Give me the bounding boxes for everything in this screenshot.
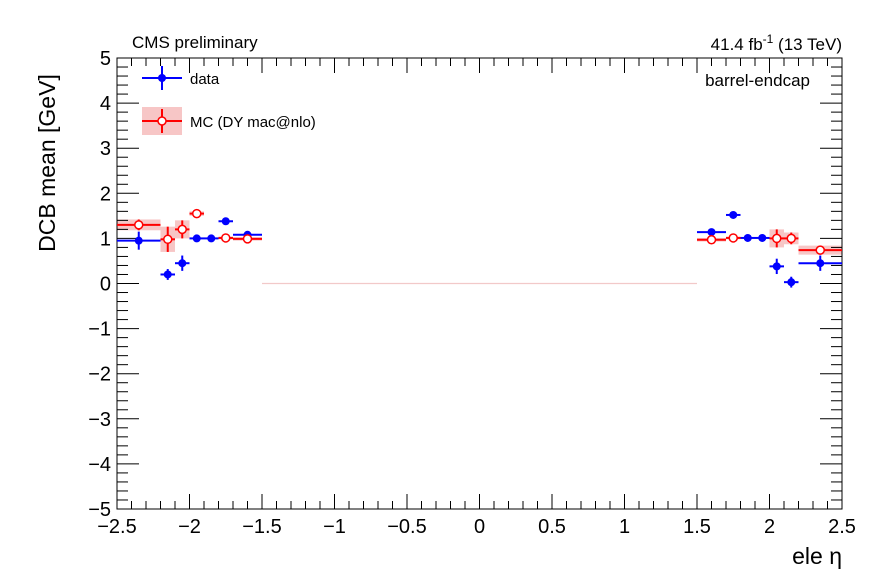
plot-layer: −2.5 −2 −1.5 −1 −0.5 0 0.5 1 1.5 2 2.5 −5 −4 −3 −2 −1 0 1… [88,48,856,538]
x-axis-title: ele η [792,543,842,569]
legend-label-data: data [190,71,220,88]
y-tick-label-3: −2 [88,364,111,386]
mc-point-8 [772,233,782,244]
data-point-8 [729,210,738,219]
legend-marker-mc [142,107,182,135]
mc-point-10 [815,245,825,255]
data-point-2 [178,259,187,268]
data-point-1 [163,270,172,279]
data-point-5 [221,217,230,226]
lumi-exponent: -1 [763,32,774,46]
x-tick-label-6: 0.5 [538,516,566,538]
y-tick-label-9: 4 [100,93,111,115]
lumi-label: 41.4 fb-1 (13 TeV) [711,32,842,54]
y-tick-label-8: 3 [100,138,111,160]
mc-point-9 [786,233,796,244]
y-tick-label-4: −1 [88,319,111,341]
legend-marker-data [142,66,182,90]
x-tick-label-9: 2 [764,516,775,538]
data-point-7 [707,228,716,237]
mc-point-1 [163,234,173,245]
x-tick-label-3: −1 [323,516,346,538]
y-tick-label-0: −5 [88,499,111,521]
y-tick-label-6: 1 [100,228,111,250]
y-tick-label-2: −3 [88,409,111,431]
cms-label: CMS preliminary [132,33,258,52]
data-point-9 [743,233,752,242]
mc-point-5 [242,234,253,244]
mc-point-0 [134,220,144,230]
x-tick-label-5: 0 [474,516,485,538]
category-label: barrel-endcap [705,71,810,90]
x-tick-label-2: −1.5 [242,516,281,538]
data-point-3 [192,234,201,243]
mc-point-6 [706,235,717,245]
y-tick-label-1: −4 [88,454,111,476]
mc-point-4 [221,233,231,243]
legend: data MC (DY mac@nlo) [142,66,316,135]
mc-point-7 [728,233,738,243]
x-tick-label-4: −0.5 [387,516,426,538]
lumi-value: 41.4 fb [711,35,763,54]
x-tick-label-0: −2.5 [97,516,136,538]
lumi-energy: (13 TeV) [773,35,842,54]
legend-label-mc: MC (DY mac@nlo) [190,114,316,131]
y-tick-label-7: 2 [100,183,111,205]
mc-point-2 [177,224,187,235]
data-point-4 [207,234,216,243]
mc-point-3 [192,208,202,219]
data-point-10 [758,233,767,242]
data-point-11 [772,262,781,271]
data-point-13 [816,259,825,268]
x-tick-label-10: 2.5 [828,516,856,538]
x-tick-label-7: 1 [619,516,630,538]
y-tick-label-10: 5 [100,48,111,70]
x-tick-label-8: 1.5 [683,516,711,538]
y-axis-title: DCB mean [GeV] [34,74,60,252]
data-point-12 [787,278,796,287]
x-tick-label-1: −2 [178,516,201,538]
data-point-0 [134,236,143,245]
y-tick-label-5: 0 [100,274,111,296]
